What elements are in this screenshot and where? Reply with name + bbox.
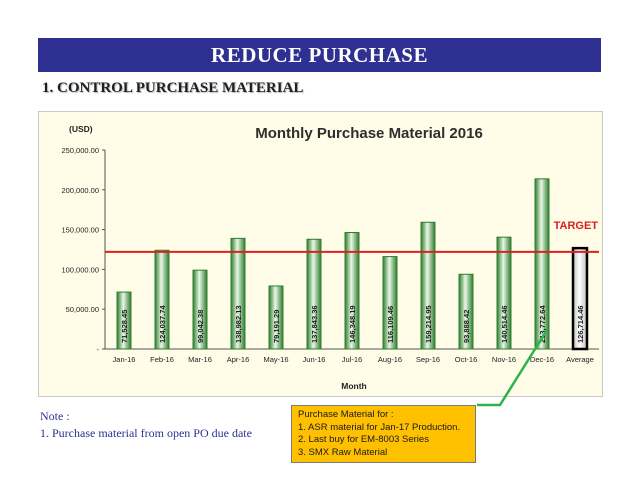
note-line: 1. Purchase material from open PO due da…: [40, 426, 252, 440]
x-tick-label: Nov-16: [492, 355, 516, 364]
callout-heading: Purchase Material for :: [298, 409, 394, 420]
y-tick-label: 100,000.00: [61, 265, 99, 274]
bar: [382, 256, 398, 350]
chart-title: Monthly Purchase Material 2016: [255, 125, 483, 142]
callout-item: 1. ASR material for Jan-17 Production.: [298, 421, 461, 433]
bar-data-label: 159,214.95: [424, 305, 433, 343]
bar: [116, 291, 132, 350]
bar: [420, 221, 436, 350]
bar-data-label: 213,772.64: [538, 305, 547, 343]
bar-data-label: 137,843.36: [310, 305, 319, 343]
bar: [154, 249, 170, 350]
x-axis-label: Month: [341, 381, 367, 391]
x-tick-label: Mar-16: [188, 355, 212, 364]
bar: [344, 232, 360, 350]
bar: [268, 285, 284, 350]
bar-data-label: 146,348.19: [348, 305, 357, 343]
x-tick-label: Sep-16: [416, 355, 440, 364]
monthly-purchase-chart: (USD) Monthly Purchase Material 2016 Mon…: [61, 124, 599, 391]
average-bar: [571, 246, 589, 351]
plot-area: - 50,000.00 100,000.00 150,000.00 200,000.00…: [61, 146, 599, 364]
y-tick-label: 150,000.00: [61, 226, 99, 235]
y-tick-label: 50,000.00: [66, 305, 99, 314]
x-tick-label: Aug-16: [378, 355, 402, 364]
x-tick-label: Dec-16: [530, 355, 554, 364]
x-tick-label: Average: [566, 355, 594, 364]
x-tick-label: Jan-16: [113, 355, 136, 364]
note-heading: Note :: [40, 409, 70, 423]
bar-data-label: 99,042.38: [196, 310, 205, 343]
x-tick-label: Feb-16: [150, 355, 174, 364]
bar-data-label: 79,191.29: [272, 310, 281, 343]
x-tick-label: Jul-16: [342, 355, 362, 364]
bar-data-label: 116,109.46: [386, 306, 395, 343]
callout-item: 3. SMX Raw Material: [298, 446, 388, 458]
bar: [192, 269, 208, 350]
x-tick-label: Jun-16: [303, 355, 326, 364]
chart-unit-label: (USD): [69, 124, 93, 134]
chart-panel: (USD) Monthly Purchase Material 2016 Mon…: [38, 111, 603, 397]
purchase-callout-box: Purchase Material for : 1. ASR material …: [291, 405, 476, 463]
bar: [230, 237, 246, 350]
x-tick-label: Oct-16: [455, 355, 478, 364]
bar-data-label: 124,037.74: [158, 305, 167, 343]
callout-item: 2. Last buy for EM-8003 Series: [298, 434, 429, 445]
bar-data-label: 126,714.46: [576, 305, 585, 343]
bar-data-label: 71,528.45: [120, 310, 129, 343]
bar: [458, 273, 474, 350]
bar-data-label: 140,514.46: [500, 305, 509, 343]
bar-data-label: 138,982.13: [234, 305, 243, 343]
bar-data-label: 93,888.42: [462, 310, 471, 343]
y-tick-label: 200,000.00: [61, 186, 99, 195]
x-tick-label: Apr-16: [227, 355, 250, 364]
x-tick-label: May-16: [263, 355, 288, 364]
y-tick-label: 250,000.00: [61, 146, 99, 155]
bar: [306, 238, 322, 350]
target-label: TARGET: [554, 220, 599, 232]
note-block: Note : 1. Purchase material from open PO…: [40, 408, 252, 442]
slide-banner-title: REDUCE PURCHASE: [38, 38, 601, 72]
y-tick-label: -: [97, 345, 100, 354]
section-title: 1. CONTROL PURCHASE MATERIAL: [42, 80, 304, 96]
